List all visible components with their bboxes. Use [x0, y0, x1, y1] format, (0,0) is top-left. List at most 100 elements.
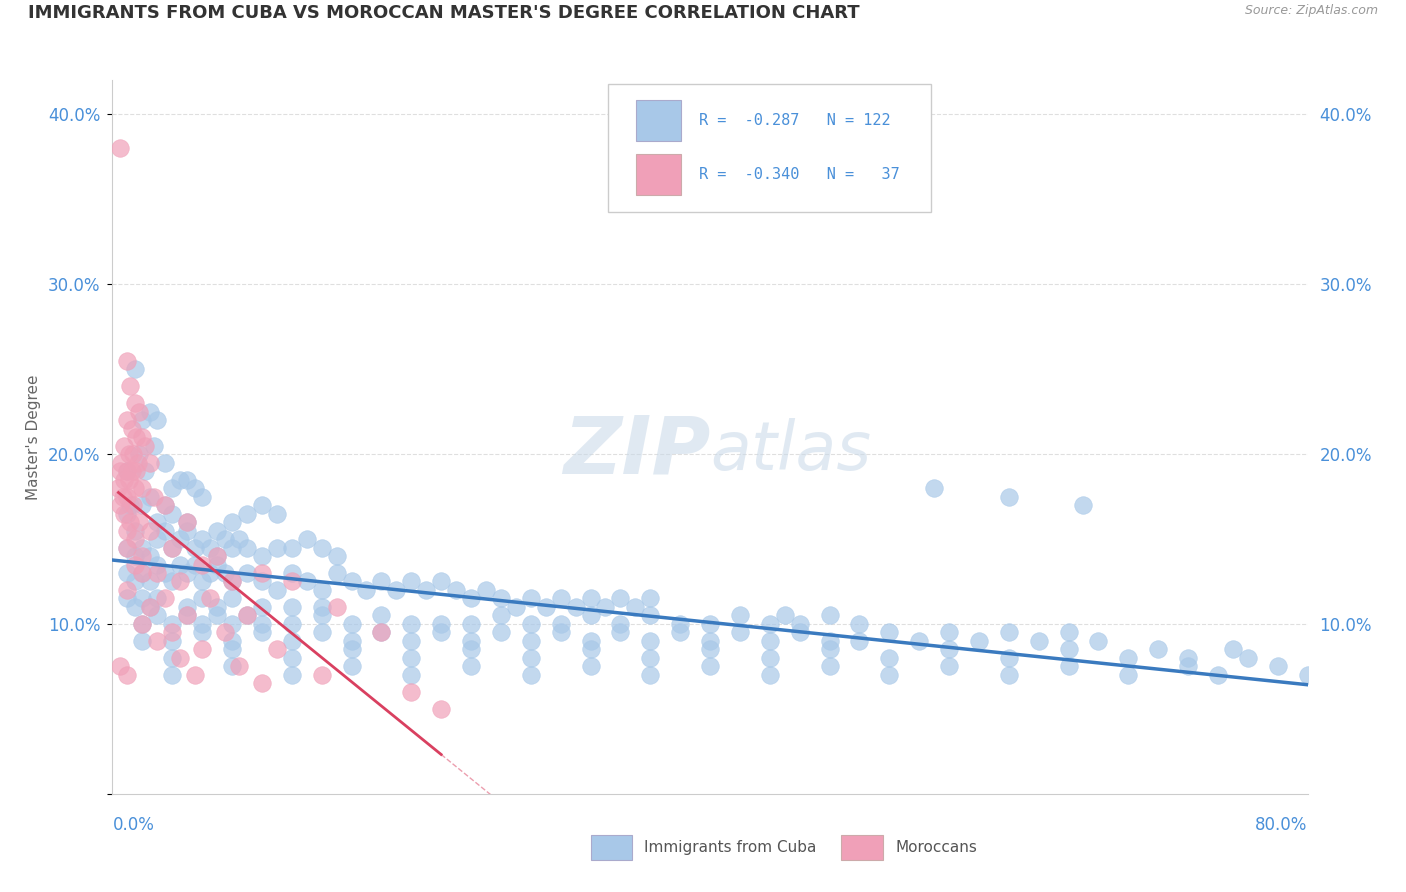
Point	[430, 625, 453, 640]
Point	[131, 481, 153, 495]
Point	[1057, 659, 1080, 673]
Point	[773, 608, 796, 623]
Point	[108, 141, 131, 155]
Point	[124, 549, 146, 563]
Point	[818, 608, 841, 623]
Point	[281, 566, 304, 580]
Point	[198, 541, 221, 555]
Point	[117, 524, 139, 538]
Point	[108, 464, 131, 478]
Point	[121, 464, 143, 478]
FancyBboxPatch shape	[636, 100, 682, 141]
Point	[176, 473, 198, 487]
Point	[139, 456, 162, 470]
Point	[370, 625, 392, 640]
Text: Immigrants from Cuba: Immigrants from Cuba	[644, 840, 817, 855]
Point	[877, 651, 900, 665]
Point	[1073, 498, 1095, 512]
Text: Source: ZipAtlas.com: Source: ZipAtlas.com	[1244, 4, 1378, 18]
Point	[153, 524, 176, 538]
Text: 0.0%: 0.0%	[112, 816, 155, 834]
Point	[759, 634, 782, 648]
Point	[1237, 651, 1260, 665]
Point	[128, 404, 150, 418]
Point	[139, 490, 162, 504]
Point	[250, 498, 273, 512]
Point	[520, 634, 543, 648]
Point	[281, 599, 304, 614]
Point	[579, 659, 602, 673]
Point	[460, 591, 482, 606]
Point	[281, 574, 304, 589]
Point	[146, 566, 169, 580]
Point	[699, 634, 721, 648]
Point	[131, 541, 153, 555]
Point	[236, 608, 259, 623]
Point	[124, 362, 146, 376]
Point	[162, 574, 183, 589]
Point	[117, 668, 139, 682]
Point	[550, 591, 572, 606]
Point	[162, 617, 183, 632]
Point	[1296, 668, 1319, 682]
Point	[221, 591, 243, 606]
Point	[118, 447, 141, 461]
Point	[122, 447, 145, 461]
Point	[176, 608, 198, 623]
Point	[1147, 642, 1170, 657]
Point	[221, 634, 243, 648]
Point	[638, 651, 662, 665]
Point	[789, 625, 811, 640]
Point	[124, 599, 146, 614]
Point	[311, 599, 333, 614]
Point	[169, 651, 191, 665]
Point	[120, 515, 142, 529]
Point	[131, 617, 153, 632]
Point	[818, 642, 841, 657]
Point	[340, 642, 363, 657]
FancyBboxPatch shape	[591, 835, 633, 860]
Text: Moroccans: Moroccans	[896, 840, 977, 855]
Point	[176, 599, 198, 614]
Point	[401, 617, 423, 632]
Point	[134, 464, 156, 478]
Point	[162, 481, 183, 495]
Point	[120, 498, 142, 512]
Point	[146, 608, 169, 623]
Point	[1177, 659, 1199, 673]
Point	[221, 515, 243, 529]
Point	[183, 668, 205, 682]
Point	[114, 439, 135, 453]
Point	[191, 642, 214, 657]
Point	[520, 651, 543, 665]
Point	[191, 617, 214, 632]
Point	[162, 668, 183, 682]
Point	[122, 498, 145, 512]
Point	[117, 464, 139, 478]
Point	[153, 456, 176, 470]
Point	[401, 685, 423, 699]
Point	[444, 582, 467, 597]
Point	[520, 668, 543, 682]
Point	[236, 507, 259, 521]
Point	[139, 599, 162, 614]
Point	[110, 456, 132, 470]
Point	[520, 617, 543, 632]
Point	[169, 473, 191, 487]
Point	[143, 439, 166, 453]
Point	[250, 617, 273, 632]
Point	[998, 490, 1021, 504]
Point	[146, 515, 169, 529]
Point	[385, 582, 408, 597]
Point	[1057, 642, 1080, 657]
Point	[169, 558, 191, 572]
Point	[266, 541, 288, 555]
Point	[250, 549, 273, 563]
Point	[415, 582, 437, 597]
Point	[176, 524, 198, 538]
Point	[669, 625, 692, 640]
Point	[250, 599, 273, 614]
Point	[848, 634, 870, 648]
Point	[699, 659, 721, 673]
Point	[699, 617, 721, 632]
